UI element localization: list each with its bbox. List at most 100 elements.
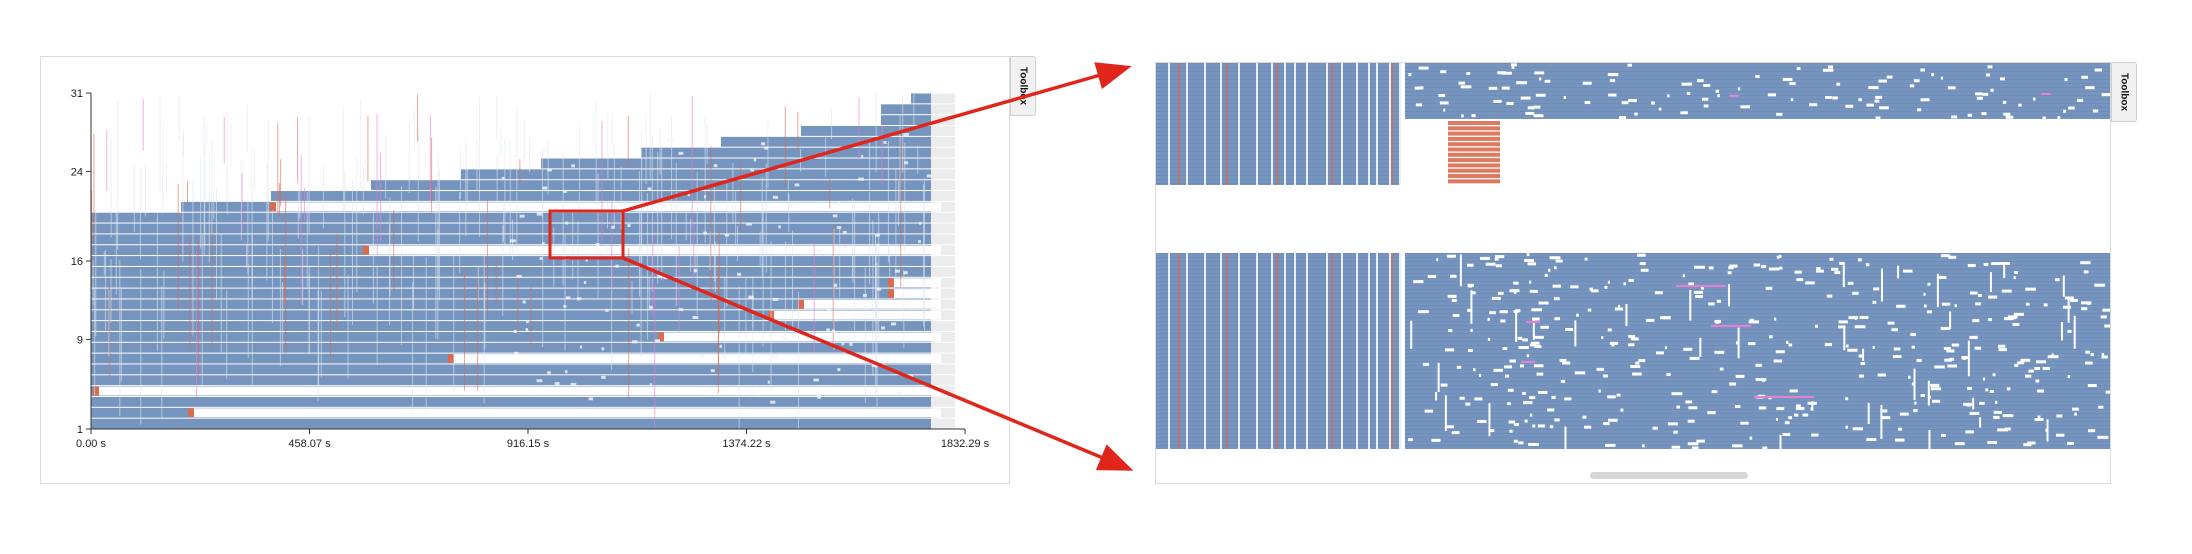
event-tick	[595, 98, 597, 204]
event-gap	[2084, 361, 2093, 365]
event-gap	[1779, 434, 1782, 450]
event-gap	[2011, 316, 2017, 320]
event-marker	[1276, 253, 1278, 449]
event-tick	[509, 140, 511, 255]
event-tick	[690, 218, 692, 273]
event-gap	[1628, 343, 1635, 347]
event-gap	[1749, 318, 1754, 322]
event-gap	[719, 344, 723, 348]
event-tick	[601, 120, 603, 247]
event-tick	[831, 109, 833, 140]
event-gap	[1877, 373, 1886, 377]
zoomed-chart-panel[interactable]	[1155, 62, 2111, 484]
event-gap	[1554, 418, 1560, 422]
row-line	[1156, 413, 2110, 414]
gap-stripe	[1204, 253, 1206, 449]
event-tick	[647, 192, 649, 340]
event-tick	[380, 153, 382, 242]
event-gap	[1951, 115, 1958, 119]
event-gap	[1775, 417, 1779, 421]
event-gap	[1811, 433, 1819, 437]
event-tick	[203, 116, 205, 256]
event-tick	[94, 288, 96, 396]
horizontal-scrollbar[interactable]	[1590, 472, 1748, 479]
event-tick	[223, 116, 225, 164]
event-gap	[745, 222, 752, 226]
row-line	[1156, 115, 2110, 116]
toolbox-toggle-right[interactable]: Toolbox	[2111, 62, 2137, 122]
event-gap	[1533, 364, 1544, 368]
row-line	[1156, 385, 2110, 386]
event-gap	[1788, 343, 1793, 347]
event-marker	[1331, 253, 1333, 449]
event-gap	[1734, 404, 1741, 408]
event-gap	[1604, 285, 1608, 289]
event-gap	[1940, 76, 1944, 80]
event-gap	[1848, 316, 1859, 320]
event-gap	[1832, 96, 1838, 100]
event-tick	[597, 173, 599, 300]
event-gap	[1967, 113, 1972, 117]
event-gap	[1609, 341, 1619, 345]
event-gap	[1928, 429, 1931, 456]
event-gap	[1699, 337, 1702, 357]
lane-gap	[661, 332, 941, 342]
event-tick	[297, 176, 299, 239]
event-gap	[649, 305, 653, 309]
event-gap	[1729, 382, 1737, 386]
event-gap	[2063, 109, 2067, 113]
event-gap	[2104, 324, 2110, 328]
event-gap	[1755, 363, 1762, 367]
overview-chart[interactable]: 31 24 16 9 1 0.00 s 458.07 s 916.15 s 1374.22 s 1…	[41, 57, 1009, 483]
event-gap	[1845, 397, 1849, 401]
gap-stripe	[1294, 253, 1296, 449]
event-tick	[389, 197, 391, 296]
event-gap	[1620, 408, 1624, 412]
event-gap	[2055, 433, 2065, 437]
event-gap	[1845, 425, 1848, 429]
event-gap	[2005, 115, 2014, 119]
event-gap	[1456, 365, 1462, 369]
event-gap	[1608, 93, 1617, 97]
event-gap	[1529, 289, 1538, 293]
event-gap	[1822, 68, 1834, 72]
event-gap	[1427, 274, 1437, 278]
event-gap	[2068, 106, 2075, 110]
gap-stripe	[1220, 63, 1222, 185]
event-gap	[1507, 388, 1514, 392]
event-tick	[306, 192, 308, 287]
event-gap	[1574, 320, 1577, 347]
gap-stripe	[1368, 253, 1370, 449]
event-tick	[91, 190, 93, 275]
event-tick	[652, 235, 654, 317]
event-gap	[1794, 270, 1802, 274]
event-tick	[372, 204, 374, 304]
event-gap	[1694, 265, 1705, 269]
event-gap	[1790, 98, 1794, 102]
zoomed-chart[interactable]	[1156, 63, 2110, 483]
event-gap	[1991, 262, 2000, 266]
row-line	[1156, 107, 2110, 108]
event-gap	[1703, 104, 1709, 108]
event-gap	[1966, 403, 1971, 407]
lane-tail	[931, 158, 955, 169]
overview-chart-panel[interactable]: 31 24 16 9 1 0.00 s 458.07 s 916.15 s 1374.22 s 1…	[40, 56, 1010, 484]
row-line	[1156, 91, 2110, 92]
event-tick	[163, 270, 165, 339]
event-gap	[1875, 95, 1883, 99]
event-gap	[1695, 294, 1703, 298]
event-gap	[1440, 383, 1448, 387]
event-gap	[588, 153, 594, 157]
event-gap	[1776, 112, 1783, 116]
event-gap	[2014, 271, 2018, 275]
event-tick	[115, 213, 117, 295]
event-tick	[201, 234, 203, 390]
event-tick	[693, 220, 695, 279]
event-gap	[890, 322, 897, 326]
row-line	[1156, 401, 2110, 402]
event-gap	[1522, 401, 1533, 405]
event-tick	[675, 163, 677, 307]
event-gap	[1451, 431, 1460, 435]
toolbox-toggle-left[interactable]: Toolbox	[1010, 56, 1036, 116]
event-gap	[1982, 377, 1986, 381]
